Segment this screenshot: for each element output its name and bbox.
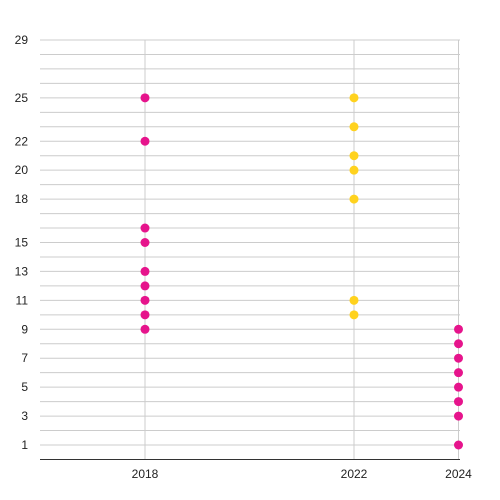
data-point [140,136,150,146]
data-point [140,295,150,305]
y-tick-label: 11 [16,293,29,307]
x-tick-label: 2018 [132,467,159,481]
y-tick-label: 7 [21,351,28,365]
data-point [454,368,463,378]
data-point [454,353,463,363]
y-tick-label: 9 [21,322,28,336]
data-point [454,324,463,334]
y-tick-label: 13 [15,264,29,278]
data-point [140,310,150,320]
y-tick-label: 22 [15,134,29,148]
y-tick-label: 18 [15,192,29,206]
data-point [454,397,463,407]
y-tick-label: 20 [15,163,29,177]
y-tick-label: 1 [21,438,28,452]
data-point [454,440,463,450]
data-point [140,281,150,291]
data-point [140,93,150,103]
x-tick-label: 2022 [341,467,368,481]
x-tick-label: 2024 [445,467,472,481]
data-point [140,324,150,334]
grid-layer [40,39,460,460]
y-tick-label: 3 [21,409,28,423]
y-tick-label: 25 [15,91,29,105]
data-point [349,93,359,103]
data-point [454,382,463,392]
data-point [349,310,359,320]
data-point [349,122,359,132]
data-point [349,194,359,204]
points-layer [140,93,463,450]
data-point [140,223,150,233]
data-point [140,266,150,276]
data-point [349,151,359,161]
data-point [454,411,463,421]
data-point [140,238,150,247]
y-tick-label: 29 [15,33,29,47]
data-point [349,295,359,305]
data-point [454,339,463,349]
y-tick-label: 5 [21,380,28,394]
y-tick-label: 15 [15,236,29,250]
data-point [349,165,359,175]
